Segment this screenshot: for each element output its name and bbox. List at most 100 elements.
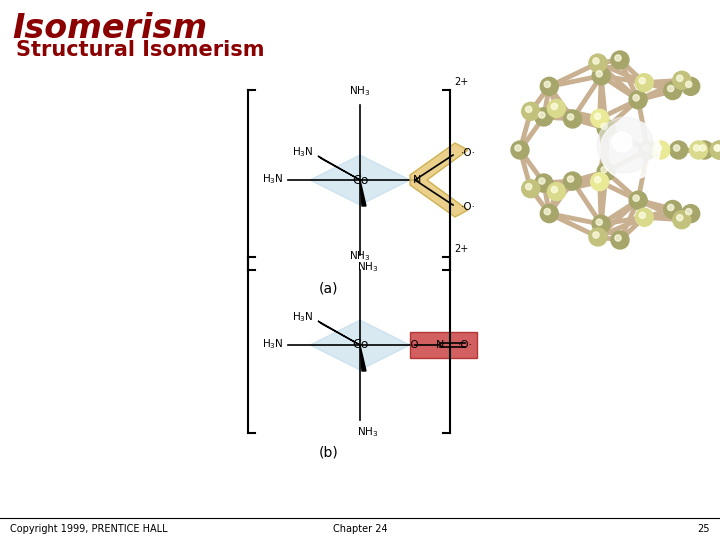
Text: Co: Co bbox=[352, 173, 368, 186]
Circle shape bbox=[592, 67, 610, 85]
Circle shape bbox=[567, 176, 574, 182]
Circle shape bbox=[639, 212, 645, 219]
Circle shape bbox=[539, 178, 545, 184]
Text: NH$_3$: NH$_3$ bbox=[349, 249, 371, 263]
Circle shape bbox=[564, 110, 582, 128]
Circle shape bbox=[677, 214, 683, 221]
Circle shape bbox=[670, 141, 688, 159]
Text: H$_3$N: H$_3$N bbox=[262, 172, 284, 186]
Text: 25: 25 bbox=[698, 524, 710, 534]
Circle shape bbox=[643, 145, 649, 151]
Circle shape bbox=[633, 94, 639, 101]
Circle shape bbox=[544, 81, 550, 87]
Circle shape bbox=[526, 106, 532, 112]
Circle shape bbox=[685, 81, 692, 87]
Circle shape bbox=[597, 119, 615, 137]
Circle shape bbox=[589, 228, 607, 246]
Text: H$_3$N: H$_3$N bbox=[262, 337, 284, 351]
Circle shape bbox=[515, 145, 521, 151]
Text: 2+: 2+ bbox=[454, 244, 468, 254]
Circle shape bbox=[593, 58, 599, 64]
Circle shape bbox=[552, 103, 557, 110]
Text: (b): (b) bbox=[319, 445, 339, 459]
Circle shape bbox=[629, 91, 647, 109]
Polygon shape bbox=[360, 180, 366, 206]
Circle shape bbox=[600, 120, 660, 180]
Circle shape bbox=[595, 113, 600, 119]
Circle shape bbox=[664, 200, 682, 219]
Circle shape bbox=[564, 172, 582, 190]
Circle shape bbox=[547, 183, 565, 200]
Polygon shape bbox=[410, 143, 468, 217]
Circle shape bbox=[612, 132, 632, 152]
Text: H$_3$N: H$_3$N bbox=[292, 145, 314, 159]
Circle shape bbox=[539, 112, 545, 118]
Circle shape bbox=[593, 232, 599, 238]
Circle shape bbox=[589, 54, 607, 72]
Polygon shape bbox=[318, 156, 360, 180]
Circle shape bbox=[685, 208, 692, 215]
Circle shape bbox=[611, 231, 629, 249]
Circle shape bbox=[673, 145, 680, 151]
Circle shape bbox=[540, 205, 558, 222]
Circle shape bbox=[635, 208, 653, 226]
Circle shape bbox=[544, 208, 550, 215]
Text: ·O·: ·O· bbox=[457, 340, 472, 350]
Circle shape bbox=[547, 99, 565, 117]
Circle shape bbox=[511, 141, 529, 159]
Text: ·O·: ·O· bbox=[408, 340, 423, 350]
Circle shape bbox=[655, 145, 662, 151]
Text: (a): (a) bbox=[319, 282, 338, 296]
Text: 2+: 2+ bbox=[454, 77, 468, 87]
Text: ·O·: ·O· bbox=[461, 202, 476, 212]
Circle shape bbox=[611, 51, 629, 69]
Circle shape bbox=[601, 166, 607, 173]
Circle shape bbox=[522, 180, 540, 198]
Circle shape bbox=[696, 141, 714, 159]
Circle shape bbox=[601, 123, 607, 130]
Circle shape bbox=[633, 195, 639, 201]
Circle shape bbox=[652, 141, 670, 159]
Text: N: N bbox=[436, 340, 444, 350]
Circle shape bbox=[596, 71, 603, 77]
Circle shape bbox=[535, 174, 553, 192]
Circle shape bbox=[710, 141, 720, 159]
Circle shape bbox=[552, 186, 557, 193]
Text: H$_3$N: H$_3$N bbox=[292, 310, 314, 324]
Polygon shape bbox=[410, 332, 477, 358]
Polygon shape bbox=[310, 155, 410, 205]
Circle shape bbox=[615, 235, 621, 241]
Polygon shape bbox=[310, 320, 410, 370]
Circle shape bbox=[667, 85, 674, 92]
Polygon shape bbox=[360, 345, 366, 371]
Text: Co: Co bbox=[352, 339, 368, 352]
Circle shape bbox=[535, 108, 553, 126]
Circle shape bbox=[672, 211, 690, 229]
Circle shape bbox=[522, 102, 540, 120]
Circle shape bbox=[540, 77, 558, 96]
Text: N: N bbox=[413, 175, 421, 185]
Circle shape bbox=[597, 117, 653, 173]
Circle shape bbox=[690, 141, 708, 159]
Circle shape bbox=[567, 114, 574, 120]
Circle shape bbox=[590, 109, 608, 127]
Text: ·O·: ·O· bbox=[461, 148, 476, 158]
Circle shape bbox=[639, 78, 645, 84]
Circle shape bbox=[592, 215, 610, 233]
Circle shape bbox=[595, 177, 600, 183]
Circle shape bbox=[699, 145, 706, 151]
Circle shape bbox=[596, 219, 603, 225]
Circle shape bbox=[635, 74, 653, 92]
Circle shape bbox=[526, 184, 532, 190]
Text: NH$_3$: NH$_3$ bbox=[349, 84, 371, 98]
Text: NH$_3$: NH$_3$ bbox=[357, 425, 379, 439]
Text: NH$_3$: NH$_3$ bbox=[357, 260, 379, 274]
Circle shape bbox=[590, 173, 608, 191]
Text: Isomerism: Isomerism bbox=[12, 12, 207, 45]
Text: Chapter 24: Chapter 24 bbox=[333, 524, 387, 534]
Circle shape bbox=[615, 55, 621, 61]
Circle shape bbox=[714, 145, 720, 151]
Circle shape bbox=[664, 82, 682, 99]
Circle shape bbox=[693, 145, 700, 151]
Text: Copyright 1999, PRENTICE HALL: Copyright 1999, PRENTICE HALL bbox=[10, 524, 168, 534]
